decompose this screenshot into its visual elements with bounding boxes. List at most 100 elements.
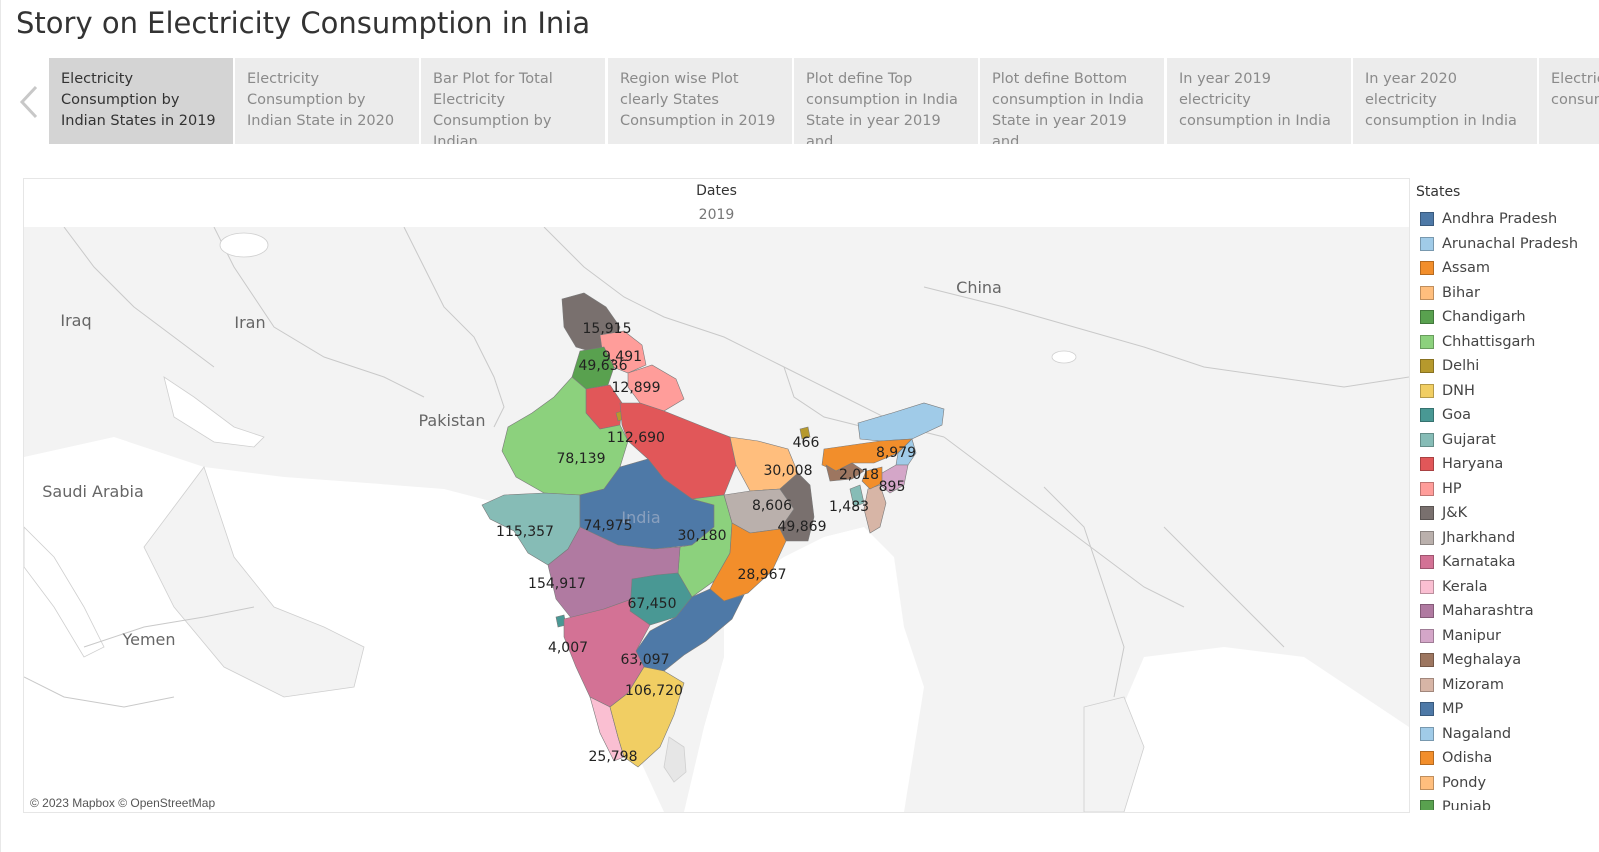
page-left-rule bbox=[0, 0, 1, 852]
story-point-6[interactable]: Plot define Bottom consumption in India … bbox=[980, 58, 1164, 144]
map-canvas: Iraq Iran Pakistan Saudi Arabia Yemen Ch… bbox=[24, 227, 1409, 812]
map-value-label: 106,720 bbox=[625, 683, 683, 699]
map-label-china: China bbox=[956, 278, 1002, 297]
legend-item[interactable]: Odisha bbox=[1420, 747, 1599, 769]
legend-swatch bbox=[1420, 628, 1434, 643]
map-worksheet: Dates 2019 bbox=[23, 178, 1410, 813]
legend-swatch bbox=[1420, 457, 1434, 471]
story-point-5[interactable]: Plot define Top consumption in India Sta… bbox=[794, 58, 978, 144]
map-value-label: 67,450 bbox=[628, 596, 677, 612]
map-label-iran: Iran bbox=[234, 313, 265, 332]
legend-item[interactable]: HP bbox=[1420, 478, 1599, 500]
map-value-label: 8,606 bbox=[752, 498, 792, 514]
map-value-label: 74,975 bbox=[584, 518, 633, 534]
map-label-yemen: Yemen bbox=[121, 630, 175, 649]
legend-label: Bihar bbox=[1442, 284, 1481, 301]
legend-item[interactable]: MP bbox=[1420, 698, 1599, 720]
legend-item[interactable]: Kerala bbox=[1420, 576, 1599, 598]
story-point-1[interactable]: Electricity Consumption by Indian States… bbox=[49, 58, 233, 144]
india-filled-map[interactable]: Iraq Iran Pakistan Saudi Arabia Yemen Ch… bbox=[24, 227, 1409, 812]
legend-label: Meghalaya bbox=[1442, 652, 1522, 668]
story-point-2[interactable]: Electricity Consumption by Indian State … bbox=[235, 58, 419, 144]
legend-label: Karnataka bbox=[1442, 554, 1516, 570]
legend-swatch bbox=[1420, 310, 1434, 324]
legend-item[interactable]: Bihar bbox=[1420, 282, 1599, 304]
legend-item[interactable]: Maharashtra bbox=[1420, 600, 1599, 622]
story-title: Story on Electricity Consumption in Inia bbox=[16, 6, 591, 40]
map-value-label: 1,483 bbox=[829, 499, 869, 515]
legend-item[interactable]: Manipur bbox=[1420, 625, 1599, 647]
story-point-7[interactable]: In year 2019 electricity consumption in … bbox=[1167, 58, 1351, 144]
legend-swatch bbox=[1420, 530, 1434, 545]
legend-item[interactable]: J&K bbox=[1420, 502, 1599, 524]
legend-item[interactable]: Pondy bbox=[1420, 772, 1599, 794]
legend-swatch bbox=[1420, 800, 1434, 810]
map-attribution[interactable]: © 2023 Mapbox © OpenStreetMap bbox=[30, 796, 216, 810]
legend-label: MP bbox=[1442, 701, 1464, 717]
legend-swatch bbox=[1420, 506, 1434, 520]
legend-swatch bbox=[1420, 579, 1434, 594]
story-point-4[interactable]: Region wise Plot clearly States Consumpt… bbox=[608, 58, 792, 144]
legend-swatch bbox=[1420, 408, 1434, 422]
legend-item[interactable]: Mizoram bbox=[1420, 674, 1599, 696]
dates-field-label: Dates bbox=[696, 183, 737, 199]
map-value-label: 78,139 bbox=[557, 451, 606, 467]
legend-label: J&K bbox=[1442, 505, 1468, 521]
map-value-label: 30,180 bbox=[678, 528, 727, 544]
legend-item[interactable]: Haryana bbox=[1420, 453, 1599, 475]
legend-swatch bbox=[1420, 261, 1434, 275]
legend-label: Punjab bbox=[1442, 799, 1491, 810]
legend-label: HP bbox=[1442, 480, 1462, 497]
legend-item[interactable]: Chhattisgarh bbox=[1420, 331, 1599, 353]
map-label-iraq: Iraq bbox=[60, 311, 91, 330]
legend-item[interactable]: Jharkhand bbox=[1420, 527, 1599, 549]
legend-item[interactable]: Arunachal Pradesh bbox=[1420, 233, 1599, 255]
map-label-india: India bbox=[621, 508, 660, 527]
story-navigator: Electricity Consumption by Indian States… bbox=[49, 58, 1599, 144]
map-value-label: 49,636 bbox=[579, 358, 628, 374]
story-point-3[interactable]: Bar Plot for Total Electricity Consumpti… bbox=[421, 58, 605, 144]
legend-item[interactable]: Chandigarh bbox=[1420, 306, 1599, 328]
legend-item[interactable]: Punjab bbox=[1420, 796, 1599, 810]
legend-label: Chhattisgarh bbox=[1442, 333, 1536, 350]
legend-item[interactable]: Goa bbox=[1420, 404, 1599, 426]
dates-field-value: 2019 bbox=[698, 207, 735, 223]
map-label-pakistan: Pakistan bbox=[419, 411, 486, 430]
map-value-label: 466 bbox=[793, 435, 820, 451]
legend-label: Chandigarh bbox=[1442, 309, 1526, 325]
map-value-label: 8,979 bbox=[876, 445, 916, 461]
legend-swatch bbox=[1420, 604, 1434, 618]
map-value-label: 28,967 bbox=[738, 567, 787, 583]
legend-label: Andhra Pradesh bbox=[1442, 211, 1558, 227]
legend-label: Maharashtra bbox=[1442, 603, 1534, 619]
legend-item[interactable]: Delhi bbox=[1420, 355, 1599, 377]
legend-item[interactable]: Gujarat bbox=[1420, 429, 1599, 451]
legend-item[interactable]: Meghalaya bbox=[1420, 649, 1599, 671]
states-legend: States Andhra Pradesh Arunachal Pradesh As… bbox=[1410, 178, 1599, 810]
legend-swatch bbox=[1420, 726, 1434, 741]
legend-swatch bbox=[1420, 775, 1434, 790]
legend-label: Arunachal Pradesh bbox=[1442, 235, 1579, 252]
legend-label: Assam bbox=[1442, 260, 1491, 276]
legend-swatch bbox=[1420, 481, 1434, 496]
legend-label: Gujarat bbox=[1442, 431, 1496, 448]
legend-item[interactable]: Andhra Pradesh bbox=[1420, 208, 1599, 230]
legend-swatch bbox=[1420, 555, 1434, 569]
map-value-label: 25,798 bbox=[589, 749, 638, 765]
story-point-9[interactable]: Electricity consumption per bbox=[1539, 58, 1599, 144]
legend-label: Mizoram bbox=[1442, 676, 1504, 693]
legend-swatch bbox=[1420, 285, 1434, 300]
legend-item[interactable]: DNH bbox=[1420, 380, 1599, 402]
map-value-label: 49,869 bbox=[778, 519, 827, 535]
legend-label: Manipur bbox=[1442, 627, 1501, 644]
legend-item[interactable]: Assam bbox=[1420, 257, 1599, 279]
story-point-8[interactable]: In year 2020 electricity consumption in … bbox=[1353, 58, 1537, 144]
map-value-label: 112,690 bbox=[607, 430, 665, 446]
legend-swatch bbox=[1420, 359, 1434, 373]
map-label-saudi-arabia: Saudi Arabia bbox=[42, 482, 144, 501]
legend-label: Delhi bbox=[1442, 358, 1480, 374]
story-prev-arrow[interactable] bbox=[14, 82, 44, 122]
legend-swatch bbox=[1420, 432, 1434, 447]
legend-item[interactable]: Karnataka bbox=[1420, 551, 1599, 573]
legend-item[interactable]: Nagaland bbox=[1420, 723, 1599, 745]
